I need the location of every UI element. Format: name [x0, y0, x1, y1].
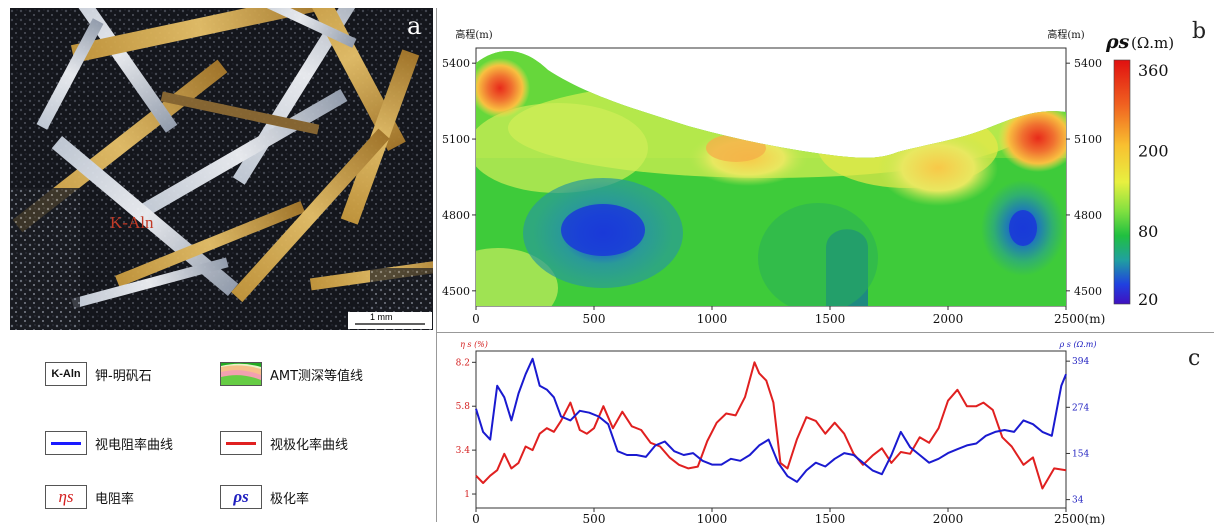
x-ticks: 0 500 1000 1500 2000 2500(m) — [472, 508, 1105, 525]
micrograph-image — [10, 8, 433, 330]
x-tick-label: 2500(m) — [1054, 312, 1105, 326]
colorbar — [1113, 59, 1131, 305]
micrograph-panel: a K-Aln 1 mm — [10, 8, 433, 330]
profile-curves-chart: η s (%) ρ s (Ω.m) 8.2 5.8 3.4 1 394 274 154 34… — [456, 340, 1201, 525]
left-axis-title: η s (%) — [460, 340, 488, 349]
rho-symbol-text: ρs — [233, 487, 249, 506]
x-tick-label: 0 — [472, 312, 480, 326]
blue-curve-swatch — [45, 431, 87, 455]
x-tick-label: 2000 — [933, 312, 964, 326]
y-tick-label: 8.2 — [456, 358, 470, 368]
y-tick-label: 274 — [1072, 403, 1089, 413]
colorbar-symbol: ρs — [1105, 31, 1130, 53]
legend-label: AMT测深等值线 — [270, 368, 364, 384]
right-axis-title: 高程(m) — [1047, 28, 1084, 41]
contour-swatch-icon — [221, 363, 261, 385]
right-y-ticks: 394 274 154 34 — [1066, 357, 1089, 506]
y-tick-label: 4800 — [1074, 209, 1102, 222]
x-ticks: 0 500 1000 1500 2000 2500(m) — [472, 306, 1105, 326]
panel-divider-vertical — [436, 8, 437, 522]
legend-label: 视极化率曲线 — [270, 437, 349, 453]
colorbar-tick-label: 200 — [1138, 141, 1169, 160]
eta-symbol-text: ηs — [58, 487, 74, 506]
y-tick-label: 4500 — [442, 285, 470, 298]
legend-label: 电阻率 — [95, 491, 135, 507]
red-curve-swatch — [220, 431, 262, 455]
y-tick-label: 5100 — [442, 133, 470, 146]
legend-item-k-aln: K-Aln 钾-明矾石 — [45, 362, 152, 386]
scale-text: 1 mm — [370, 312, 393, 322]
legend-item-polarization-curve: 视极化率曲线 — [220, 431, 348, 455]
colorbar-tick-label: 80 — [1138, 222, 1158, 241]
micrograph-letter: a — [407, 12, 422, 40]
legend-item-eta: ηs 电阻率 — [45, 485, 134, 509]
legend-item-amt: AMT测深等值线 — [220, 362, 363, 386]
panel-b-letter: b — [1192, 19, 1206, 44]
legend-item-rho: ρs 极化率 — [220, 485, 309, 509]
y-tick-label: 5400 — [1074, 57, 1102, 70]
amt-section-chart: 高程(m) 高程(m) 5400 5100 4800 4500 5400 5100 480… — [442, 19, 1206, 326]
x-tick-label: 1500 — [815, 512, 846, 525]
y-tick-label: 4800 — [442, 209, 470, 222]
y-tick-label: 154 — [1072, 449, 1089, 459]
x-tick-label: 0 — [472, 512, 480, 525]
legend-label: 视电阻率曲线 — [95, 437, 174, 453]
x-tick-label: 1000 — [697, 512, 728, 525]
legend-item-resistivity-curve: 视电阻率曲线 — [45, 431, 173, 455]
legend-label: 钾-明矾石 — [95, 368, 152, 384]
y-tick-label: 34 — [1072, 496, 1084, 506]
x-tick-label: 2500(m) — [1054, 512, 1105, 525]
right-y-ticks: 5400 5100 4800 4500 — [1066, 57, 1102, 298]
profile-frame — [475, 350, 1067, 509]
x-tick-label: 1500 — [815, 312, 846, 326]
colorbar-tick-label: 360 — [1138, 61, 1169, 80]
legend-label: 极化率 — [270, 491, 310, 507]
left-y-ticks: 5400 5100 4800 4500 — [442, 57, 476, 298]
k-aln-symbol-text: K-Aln — [51, 368, 81, 380]
polarization-curve — [475, 361, 1067, 490]
x-tick-label: 500 — [583, 312, 606, 326]
right-axis-title: ρ s (Ω.m) — [1059, 340, 1097, 349]
amt-contour-swatch — [220, 362, 262, 386]
mineral-label: K-Aln — [110, 213, 154, 232]
eta-symbol: ηs — [45, 485, 87, 509]
y-tick-label: 5.8 — [456, 402, 471, 412]
scale-bar-box — [348, 312, 432, 329]
rho-symbol: ρs — [220, 485, 262, 509]
curve-lines — [475, 357, 1067, 490]
x-tick-label: 500 — [583, 512, 606, 525]
y-tick-label: 1 — [464, 490, 470, 500]
panel-c-letter: c — [1188, 346, 1200, 371]
colorbar-unit: (Ω.m) — [1131, 34, 1174, 52]
y-tick-label: 3.4 — [456, 446, 471, 456]
resistivity-curve — [475, 357, 1067, 483]
y-tick-label: 4500 — [1074, 285, 1102, 298]
left-axis-title: 高程(m) — [455, 28, 492, 41]
left-y-ticks: 8.2 5.8 3.4 1 — [456, 358, 476, 500]
y-tick-label: 5400 — [442, 57, 470, 70]
x-tick-label: 1000 — [697, 312, 728, 326]
y-tick-label: 394 — [1072, 357, 1089, 367]
colorbar-tick-label: 20 — [1138, 290, 1158, 309]
panel-divider-horizontal — [436, 332, 1214, 333]
y-tick-label: 5100 — [1074, 133, 1102, 146]
k-aln-symbol: K-Aln — [45, 362, 87, 386]
x-tick-label: 2000 — [933, 512, 964, 525]
colorbar-ticks: 360 200 80 20 — [1138, 61, 1169, 309]
legend: K-Aln 钾-明矾石 AMT测深等值线 视电阻率曲线 视极化率曲线 ηs — [10, 336, 433, 521]
